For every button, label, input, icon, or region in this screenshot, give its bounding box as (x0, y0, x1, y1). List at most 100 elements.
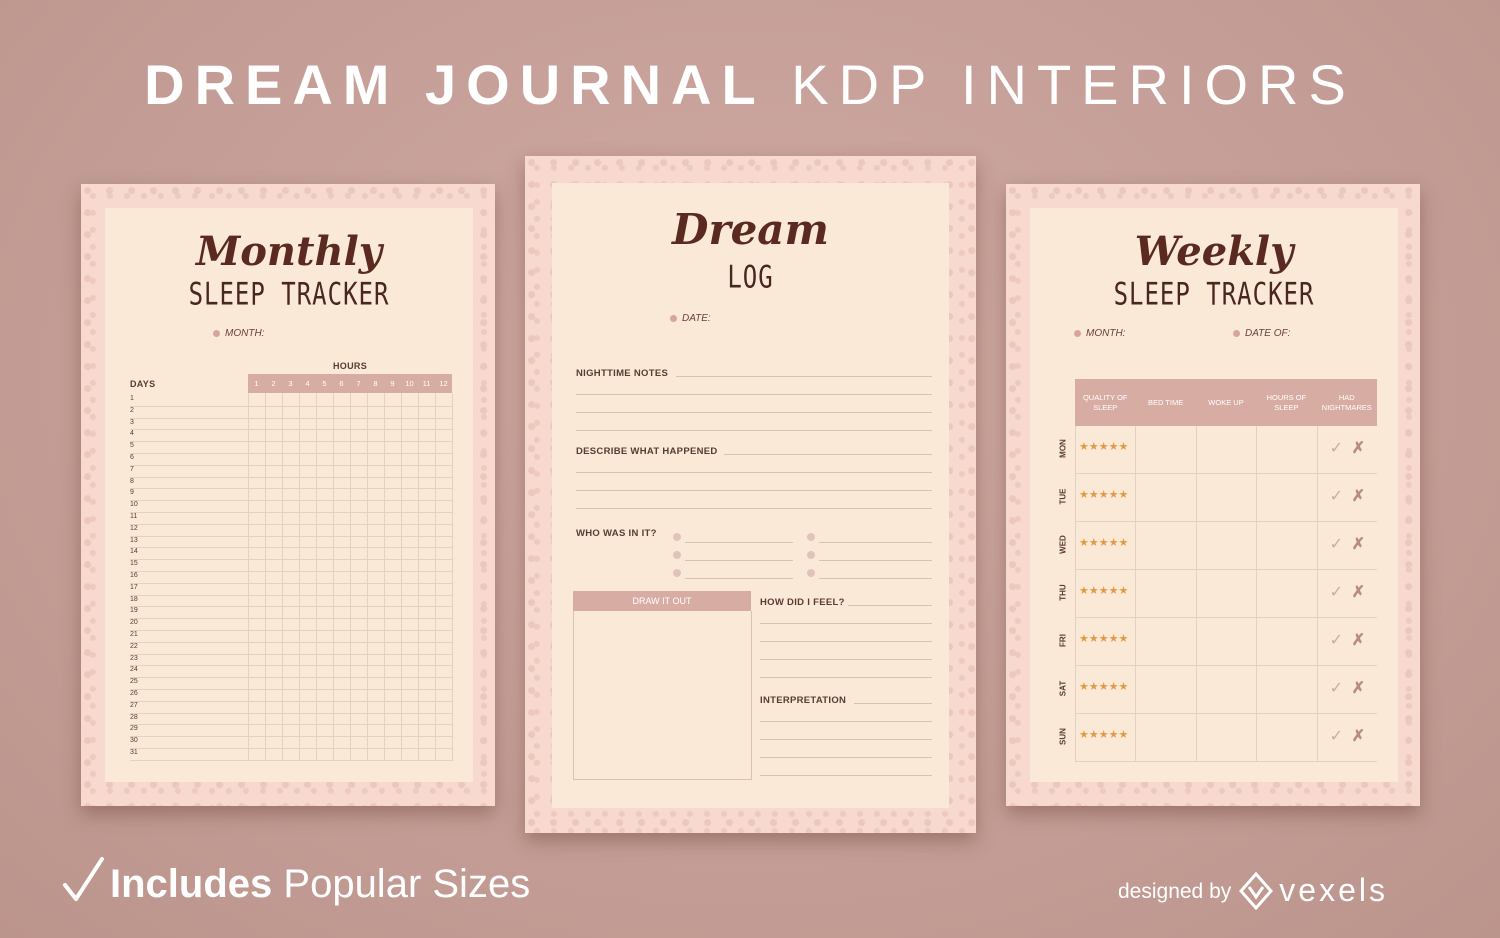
cross-mark: ✗ (1351, 440, 1365, 457)
checkmark-icon (63, 857, 104, 901)
hour-number: 8 (373, 379, 378, 388)
weekday-label: THU (1058, 584, 1068, 601)
weekday-label: SAT (1058, 680, 1068, 697)
day-number: 31 (130, 749, 138, 756)
hour-number: 9 (390, 379, 395, 388)
hour-number: 1 (254, 379, 259, 388)
popular-sizes-text: Popular Sizes (283, 862, 531, 906)
day-number: 7 (130, 465, 134, 473)
grid-row-line (130, 405, 452, 407)
hour-number: 10 (405, 379, 414, 388)
day-number: 14 (130, 548, 138, 556)
grid-row-line (130, 512, 452, 513)
draw-it-out-header: DRAW IT OUT (573, 591, 751, 611)
weekly-tracker-page: Weekly SLEEP TRACKER MONTH: DATE OF: QUA… (1006, 184, 1420, 806)
row-line (1075, 473, 1377, 474)
hours-label: HOURS (333, 361, 368, 371)
day-number: 2 (130, 406, 134, 414)
day-number: 24 (130, 666, 138, 674)
day-number: 20 (130, 619, 138, 627)
grid-row-line (130, 712, 452, 714)
bullet-line (685, 542, 793, 543)
check-mark: ✓ (1329, 536, 1343, 553)
line (576, 412, 932, 413)
hour-number: 2 (271, 379, 276, 388)
hour-number: 6 (339, 379, 344, 388)
grid-col-line (316, 393, 317, 761)
cross-mark: ✗ (1351, 728, 1365, 745)
vexels-logo-icon (1239, 872, 1274, 910)
hour-number: 5 (322, 379, 327, 388)
line (854, 703, 932, 704)
check-mark: ✓ (1329, 488, 1343, 505)
quality-stars: ★★★★★ (1079, 633, 1129, 645)
vexels-brand: vexels (1279, 872, 1388, 908)
line (576, 508, 932, 509)
grid-row-line (130, 582, 452, 584)
headline-bold: DREAM JOURNAL (144, 53, 766, 116)
day-number: 10 (130, 501, 138, 509)
grid-row-line (130, 417, 452, 419)
grid-row-line (130, 724, 452, 726)
includes-text: Includes (110, 862, 273, 906)
day-number: 19 (130, 607, 138, 615)
weekly-script-title: Weekly (1134, 228, 1294, 275)
day-number: 8 (130, 477, 134, 485)
grid-row-line (130, 476, 452, 478)
grid-row-line (130, 464, 452, 466)
col-line (1135, 426, 1137, 762)
line (676, 376, 932, 377)
row-line (1075, 617, 1377, 618)
weekday-label: TUE (1058, 488, 1068, 505)
day-number: 29 (130, 725, 138, 733)
quality-stars: ★★★★★ (1079, 729, 1129, 741)
weekly-column-header: WOKE UP (1208, 397, 1244, 407)
day-number: 1 (130, 395, 134, 402)
bullet-dot (807, 569, 815, 577)
grid-row-line (130, 759, 452, 761)
grid-row-line (130, 748, 452, 749)
weekday-label: FRI (1058, 634, 1068, 647)
line (760, 721, 932, 722)
cross-mark: ✗ (1351, 680, 1365, 697)
grid-col-line (333, 393, 334, 761)
grid-row-line (130, 523, 452, 525)
weekly-table: QUALITY OF SLEEP BED TIME WOKE UP HOURS OF … (1030, 208, 1398, 782)
days-label: DAYS (130, 379, 156, 389)
day-number: 12 (130, 524, 138, 532)
weekly-column-header: HOURS OF SLEEP (1266, 392, 1307, 412)
grid-row-line (130, 559, 452, 561)
row-line (1075, 569, 1377, 570)
hour-number: 4 (305, 379, 310, 388)
grid-col-line (265, 393, 266, 761)
grid-row-line (130, 618, 452, 620)
weekly-column-header: HAD NIGHTMARES (1321, 392, 1372, 412)
includes-popular-sizes: Includes Popular Sizes (62, 855, 530, 907)
grid-row-line (130, 500, 452, 502)
line (576, 490, 932, 491)
grid-col-line (350, 393, 351, 761)
row-line (1075, 665, 1377, 666)
bullet-line (819, 542, 932, 543)
line (760, 757, 932, 758)
grid-row-line (130, 736, 452, 738)
weekday-label: WED (1058, 535, 1068, 554)
day-number: 27 (130, 701, 138, 709)
day-number: 22 (130, 642, 138, 650)
hour-number: 3 (288, 379, 293, 388)
hour-number: 11 (422, 379, 431, 388)
day-number: 18 (130, 595, 138, 603)
grid-col-line (435, 393, 436, 761)
dream-inner-sheet: Dream LOG DATE: NIGHTTIME NOTES DESCRIBE… (552, 183, 949, 808)
weekday-label: MON (1058, 439, 1068, 458)
col-line (1075, 426, 1076, 762)
grid-col-line (452, 393, 453, 761)
day-number: 5 (130, 442, 134, 450)
line (576, 472, 932, 473)
nighttime-notes-label: NIGHTTIME NOTES (576, 368, 669, 379)
line (760, 659, 932, 660)
grid-row-line (130, 429, 452, 431)
check-mark: ✓ (1329, 632, 1343, 649)
weekly-column-header: BED TIME (1147, 397, 1184, 407)
dream-date-label: DATE: (670, 313, 711, 324)
